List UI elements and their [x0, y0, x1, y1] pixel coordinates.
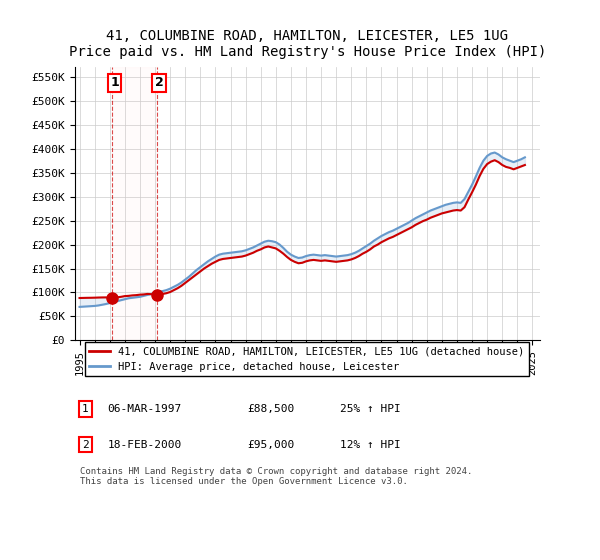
Title: 41, COLUMBINE ROAD, HAMILTON, LEICESTER, LE5 1UG
Price paid vs. HM Land Registry: 41, COLUMBINE ROAD, HAMILTON, LEICESTER,… — [69, 29, 546, 59]
Text: 12% ↑ HPI: 12% ↑ HPI — [340, 440, 401, 450]
Text: 06-MAR-1997: 06-MAR-1997 — [107, 404, 182, 414]
Text: 25% ↑ HPI: 25% ↑ HPI — [340, 404, 401, 414]
Text: 1: 1 — [82, 404, 89, 414]
Text: 2: 2 — [82, 440, 89, 450]
Bar — [112, 67, 157, 340]
Text: 18-FEB-2000: 18-FEB-2000 — [107, 440, 182, 450]
Text: Contains HM Land Registry data © Crown copyright and database right 2024.
This d: Contains HM Land Registry data © Crown c… — [80, 466, 472, 486]
Legend: 41, COLUMBINE ROAD, HAMILTON, LEICESTER, LE5 1UG (detached house), HPI: Average : 41, COLUMBINE ROAD, HAMILTON, LEICESTER,… — [85, 342, 529, 376]
Text: 2: 2 — [155, 76, 163, 90]
Text: £95,000: £95,000 — [247, 440, 295, 450]
Text: 1: 1 — [110, 76, 119, 90]
Text: £88,500: £88,500 — [247, 404, 295, 414]
